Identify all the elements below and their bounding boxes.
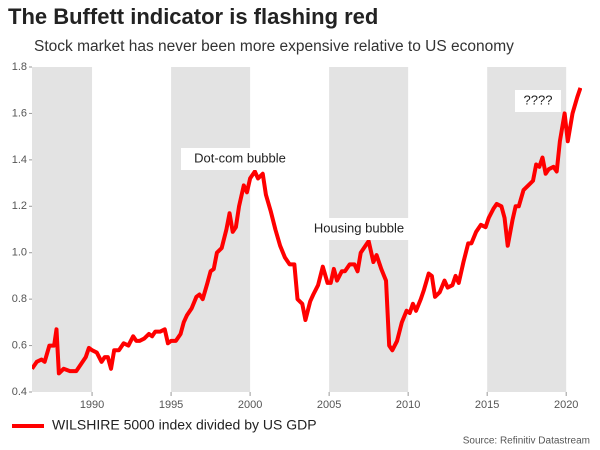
x-tick-label: 2015 xyxy=(475,399,499,411)
y-tick-label: 1.6 xyxy=(12,107,27,119)
annotation: Housing bubble xyxy=(314,220,404,235)
y-tick-label: 0.4 xyxy=(12,386,27,398)
annotation-box xyxy=(181,148,299,170)
chart-subtitle: Stock market has never been more expensi… xyxy=(34,38,514,55)
annotation: Dot-com bubble xyxy=(194,150,286,165)
y-tick-label: 1.4 xyxy=(12,154,27,166)
source: Source: Refinitiv Datastream xyxy=(463,436,590,447)
x-tick-label: 1990 xyxy=(80,399,104,411)
annotation: ???? xyxy=(524,92,553,107)
data-line xyxy=(32,87,582,376)
y-tick-label: 1.0 xyxy=(12,247,27,259)
x-tick-label: 2020 xyxy=(554,399,578,411)
shaded-band xyxy=(487,67,567,392)
y-tick-label: 1.2 xyxy=(12,200,27,212)
y-tick-label: 0.6 xyxy=(12,339,27,351)
chart-title: The Buffett indicator is flashing red xyxy=(8,4,378,29)
y-tick-label: 1.8 xyxy=(12,61,27,73)
x-tick-label: 2010 xyxy=(396,399,420,411)
x-tick-label: 2005 xyxy=(317,399,341,411)
shaded-band xyxy=(32,67,93,392)
legend-label: WILSHIRE 5000 index divided by US GDP xyxy=(52,417,317,433)
shaded-band xyxy=(171,67,251,392)
y-tick-label: 0.8 xyxy=(12,293,27,305)
annotation-box xyxy=(304,218,414,240)
annotation-box xyxy=(515,90,561,112)
x-tick-label: 1995 xyxy=(159,399,183,411)
x-tick-label: 2000 xyxy=(238,399,262,411)
